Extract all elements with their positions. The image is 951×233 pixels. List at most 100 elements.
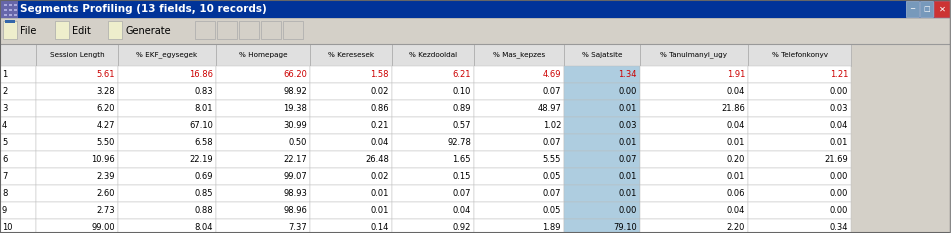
Bar: [4, 4, 7, 6]
Text: 0.20: 0.20: [727, 155, 745, 164]
Bar: [36, 134, 118, 151]
Bar: [392, 44, 474, 66]
Bar: [564, 83, 640, 100]
Text: 7: 7: [2, 172, 8, 181]
Text: 1.34: 1.34: [618, 70, 637, 79]
Text: 0.14: 0.14: [371, 223, 389, 232]
Bar: [217, 21, 237, 39]
Bar: [0, 18, 951, 44]
Bar: [310, 117, 392, 134]
Bar: [36, 202, 118, 219]
Text: 1.02: 1.02: [543, 121, 561, 130]
Bar: [118, 117, 216, 134]
Text: 3: 3: [2, 104, 8, 113]
Text: 99.00: 99.00: [91, 223, 115, 232]
Bar: [640, 202, 748, 219]
Bar: [748, 100, 851, 117]
Bar: [310, 100, 392, 117]
Bar: [640, 134, 748, 151]
Text: 1.21: 1.21: [829, 70, 848, 79]
Bar: [640, 151, 748, 168]
Text: 0.88: 0.88: [194, 206, 213, 215]
Text: 26.48: 26.48: [365, 155, 389, 164]
Bar: [3, 21, 17, 39]
Text: 0.06: 0.06: [727, 189, 745, 198]
Text: 0.02: 0.02: [371, 87, 389, 96]
Text: 98.92: 98.92: [283, 87, 307, 96]
Bar: [216, 134, 310, 151]
Bar: [216, 83, 310, 100]
Text: 0.01: 0.01: [371, 206, 389, 215]
Text: Generate: Generate: [125, 26, 170, 36]
Text: 0.85: 0.85: [195, 189, 213, 198]
Text: 8: 8: [2, 189, 8, 198]
Text: 6.21: 6.21: [453, 70, 471, 79]
Bar: [564, 219, 640, 233]
Text: 0.04: 0.04: [727, 121, 745, 130]
Text: 0.01: 0.01: [727, 138, 745, 147]
Bar: [310, 83, 392, 100]
Bar: [36, 66, 118, 83]
Text: 1: 1: [2, 70, 8, 79]
Text: 0.86: 0.86: [370, 104, 389, 113]
Bar: [474, 168, 564, 185]
Text: 0.04: 0.04: [727, 87, 745, 96]
Text: 2: 2: [2, 87, 8, 96]
Text: 4.69: 4.69: [542, 70, 561, 79]
Bar: [216, 117, 310, 134]
Text: 0.15: 0.15: [453, 172, 471, 181]
Text: Edit: Edit: [72, 26, 91, 36]
Text: 0.04: 0.04: [829, 121, 848, 130]
Bar: [216, 100, 310, 117]
Text: 67.10: 67.10: [189, 121, 213, 130]
Text: 1.89: 1.89: [542, 223, 561, 232]
Text: 0.03: 0.03: [618, 121, 637, 130]
Text: □: □: [923, 6, 930, 12]
Bar: [108, 21, 122, 39]
Text: 2.73: 2.73: [96, 206, 115, 215]
Bar: [216, 44, 310, 66]
Text: 0.21: 0.21: [371, 121, 389, 130]
Text: 98.96: 98.96: [283, 206, 307, 215]
Bar: [392, 219, 474, 233]
Bar: [118, 83, 216, 100]
Bar: [474, 100, 564, 117]
Text: 10.96: 10.96: [91, 155, 115, 164]
Bar: [36, 151, 118, 168]
Bar: [118, 44, 216, 66]
Text: 21.69: 21.69: [825, 155, 848, 164]
Bar: [564, 151, 640, 168]
Bar: [216, 219, 310, 233]
Bar: [392, 151, 474, 168]
Bar: [118, 100, 216, 117]
Text: 2.39: 2.39: [96, 172, 115, 181]
Bar: [474, 185, 564, 202]
Bar: [640, 83, 748, 100]
Text: 2.60: 2.60: [96, 189, 115, 198]
Text: 5.61: 5.61: [96, 70, 115, 79]
Bar: [310, 202, 392, 219]
Text: 0.01: 0.01: [618, 189, 637, 198]
Bar: [118, 202, 216, 219]
Bar: [392, 83, 474, 100]
Text: 0.05: 0.05: [543, 206, 561, 215]
Text: 1.91: 1.91: [727, 70, 745, 79]
Text: 0.01: 0.01: [618, 172, 637, 181]
Bar: [748, 44, 851, 66]
Bar: [0, 219, 36, 233]
Text: 16.86: 16.86: [189, 70, 213, 79]
Text: 0.00: 0.00: [618, 87, 637, 96]
Text: 66.20: 66.20: [283, 70, 307, 79]
Bar: [14, 4, 17, 6]
Bar: [934, 1, 950, 17]
Text: 0.92: 0.92: [453, 223, 471, 232]
Bar: [906, 1, 919, 17]
Bar: [640, 100, 748, 117]
Bar: [474, 44, 564, 66]
Text: 4: 4: [2, 121, 8, 130]
Text: % Tanulmanyi_ugy: % Tanulmanyi_ugy: [661, 52, 728, 58]
Bar: [310, 151, 392, 168]
Text: 0.89: 0.89: [453, 104, 471, 113]
Bar: [474, 134, 564, 151]
Text: % Mas_kepzes: % Mas_kepzes: [493, 52, 545, 58]
